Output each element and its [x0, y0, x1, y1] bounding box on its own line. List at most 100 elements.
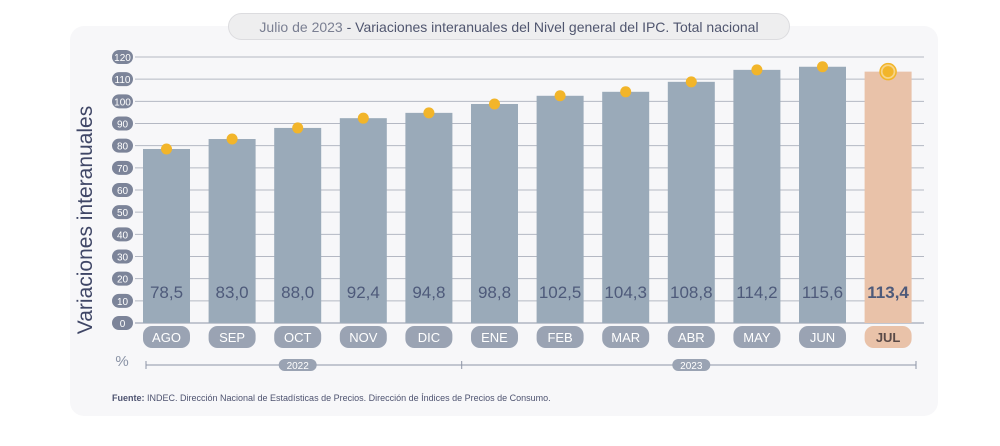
value-labels: 78,5 83,0 88,0 92,4 94,8 98,8 102,5 104,3 108,8 1…: [150, 283, 909, 302]
x-tick-badge: [471, 326, 518, 348]
markers: [161, 61, 897, 155]
marker: [620, 86, 632, 98]
x-axis-ticks: AGO SEP OCT NOV DIC ENE FEB MAR ABR MAY JUN JUL: [143, 326, 912, 348]
y-tick-badge: [112, 249, 133, 264]
bar: [208, 139, 256, 323]
y-tick-label: 90: [117, 120, 129, 131]
value-label: 98,8: [478, 283, 511, 302]
x-tick-badge: [143, 326, 190, 348]
title-text: Variaciones interanuales del Nivel gener…: [355, 18, 759, 35]
x-tick-label: DIC: [418, 330, 440, 345]
year-label: 2023: [680, 361, 703, 372]
x-tick-label: SEP: [219, 330, 245, 345]
source-note: Fuente: INDEC. Dirección Nacional de Est…: [112, 393, 551, 403]
value-label: 88,0: [281, 283, 314, 302]
x-tick-label: NOV: [349, 330, 378, 345]
marker: [751, 64, 763, 76]
x-tick-badge: [864, 326, 912, 348]
bar: [733, 69, 781, 324]
x-tick-badge: [536, 326, 584, 348]
x-tick-badge: [208, 326, 256, 348]
y-tick-badge: [112, 138, 133, 153]
title-date: Julio de 2023: [259, 18, 343, 35]
marker: [226, 133, 238, 145]
x-tick-badge: [799, 326, 846, 348]
y-tick-label: 120: [114, 53, 131, 64]
x-tick-label: OCT: [284, 330, 312, 345]
y-tick-label: 110: [115, 75, 131, 86]
y-tick-badge: [112, 116, 133, 131]
y-tick-label: 10: [117, 297, 129, 308]
x-tick-label: JUN: [810, 330, 835, 345]
y-tick-badge: [112, 227, 133, 242]
x-tick-badge: [274, 326, 322, 348]
value-label: 104,3: [604, 283, 647, 302]
x-tick-label: MAY: [743, 330, 771, 345]
bar: [536, 95, 584, 324]
marker: [161, 143, 172, 155]
x-tick-label: JUL: [876, 330, 901, 345]
bar: [339, 118, 387, 324]
y-tick-label: 40: [117, 230, 129, 241]
marker: [292, 122, 304, 134]
y-tick-badge: [112, 94, 133, 109]
bar: [864, 71, 912, 323]
title-separator: -: [342, 18, 356, 35]
marker: [882, 66, 894, 78]
y-tick-label: 100: [114, 97, 131, 108]
x-tick-badge: [602, 326, 650, 348]
y-tick-badge: [112, 316, 133, 330]
unit-label: %: [115, 353, 128, 370]
value-label: 114,2: [736, 283, 777, 302]
marker: [817, 61, 828, 73]
chart-title: Julio de 2023 - Variaciones interanuales…: [228, 13, 790, 40]
source-label: Fuente:: [112, 393, 145, 403]
gridlines: [135, 56, 924, 324]
marker: [357, 112, 369, 124]
y-tick-label: 20: [117, 275, 129, 286]
y-tick-badge: [112, 50, 133, 64]
y-tick-label: 0: [120, 319, 126, 330]
x-tick-label: ENE: [481, 330, 508, 345]
y-tick-badge: [112, 72, 133, 87]
bar: [799, 66, 846, 324]
y-tick-label: 70: [117, 164, 129, 175]
y-tick-badge: [112, 160, 133, 175]
y-tick-badge: [112, 205, 133, 220]
bar: [143, 148, 190, 323]
y-tick-label: 50: [117, 208, 129, 219]
y-tick-badge: [112, 293, 133, 308]
y-tick-label: 60: [117, 186, 129, 197]
year-label: 2022: [287, 361, 310, 372]
marker: [685, 76, 697, 88]
x-tick-label: AGO: [152, 330, 181, 345]
value-label: 83,0: [216, 283, 249, 302]
bar: [274, 127, 322, 323]
x-tick-label: FEB: [547, 330, 572, 345]
x-tick-badge: [733, 326, 781, 348]
marker: [489, 98, 500, 110]
bar: [667, 81, 715, 324]
y-tick-label: 30: [117, 253, 129, 264]
y-axis-label: Variaciones interanuales: [74, 106, 97, 334]
y-axis-ticks: 0 10 20 30 40 50 60 70 80 90 100 110 120: [112, 50, 133, 330]
year-badge: [672, 359, 711, 371]
value-label: 92,4: [347, 283, 380, 302]
y-tick-badge: [112, 183, 133, 197]
marker: [554, 90, 566, 102]
x-tick-label: MAR: [611, 330, 640, 345]
value-label: 78,5: [150, 283, 183, 302]
y-tick-badge: [112, 271, 133, 286]
bar: [405, 112, 453, 323]
y-tick-label: 80: [117, 142, 129, 153]
bar: [602, 91, 650, 323]
value-label: 102,5: [539, 283, 582, 302]
source-text: INDEC. Dirección Nacional de Estadística…: [144, 393, 551, 403]
value-label: 113,4: [867, 283, 909, 302]
year-badge: [278, 359, 317, 371]
marker: [423, 107, 435, 119]
value-label: 115,6: [802, 283, 843, 302]
x-tick-badge: [339, 326, 387, 348]
year-axis: 2022 2023: [145, 359, 917, 372]
